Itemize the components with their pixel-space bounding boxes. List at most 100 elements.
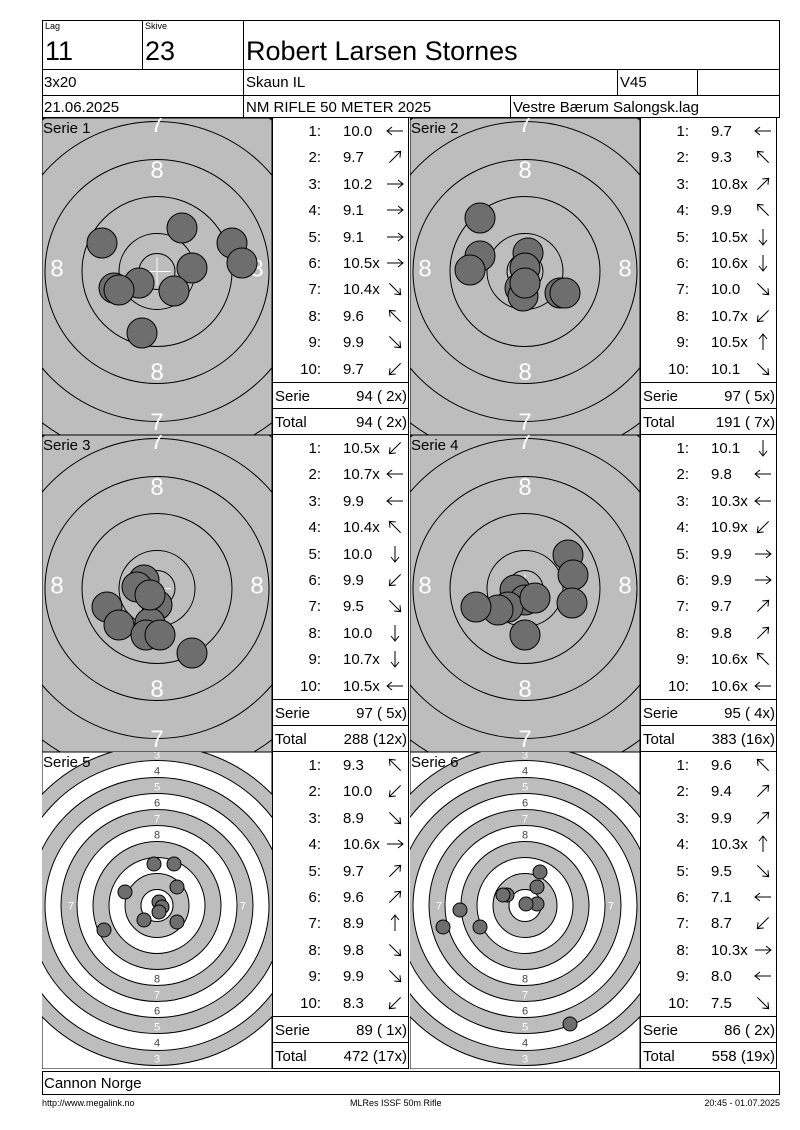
serie-label: Serie — [643, 1022, 679, 1039]
shot-direction-arrow-icon — [388, 309, 402, 322]
total-label: Total — [275, 414, 307, 431]
host-club: Vestre Bærum Salongsk.lag — [513, 99, 699, 116]
serie-title: Serie 5 — [43, 754, 91, 771]
shot-score: 8.9 — [343, 809, 364, 827]
shot-hole — [169, 914, 185, 930]
shot-hole — [532, 864, 548, 880]
ring-number: 5 — [154, 782, 160, 794]
shot-hole — [454, 254, 486, 286]
serie-title: Serie 4 — [411, 437, 459, 454]
total-sum-row: Total 191 ( 7x) — [641, 408, 777, 435]
shot-number: 8: — [676, 941, 689, 959]
shot-row: 7: 8.9 — [273, 910, 409, 936]
ring-number: 7 — [150, 726, 163, 752]
shot-number: 9: — [676, 968, 689, 986]
ring-number: 4 — [522, 766, 528, 778]
shot-direction-arrow-icon — [756, 521, 770, 534]
shot-direction-arrow-icon — [388, 441, 402, 455]
shot-score: 10.0 — [343, 783, 373, 801]
shot-direction-arrow-icon — [388, 283, 402, 296]
shot-row: 1: 9.6 — [641, 752, 777, 778]
shot-direction-arrow-icon — [390, 545, 400, 563]
ring-number: 8 — [522, 830, 528, 842]
shot-number: 3: — [308, 175, 321, 193]
ring-number: 7 — [518, 118, 531, 138]
ring-number: 8 — [154, 974, 160, 986]
ring-number: 8 — [522, 974, 528, 986]
shot-direction-arrow-icon — [756, 203, 770, 217]
shot-score: 10.3x — [711, 836, 748, 854]
skive-value: 23 — [145, 36, 176, 66]
shot-number: 3: — [308, 809, 321, 827]
shot-number: 3: — [676, 175, 689, 193]
footer-timestamp: 20:45 - 01.07.2025 — [704, 1098, 780, 1108]
shot-score: 9.8 — [343, 941, 364, 959]
shot-hole — [134, 579, 166, 611]
shot-score: 9.8 — [711, 466, 732, 484]
shot-direction-arrow-icon — [758, 228, 768, 246]
shot-direction-arrow-icon — [388, 943, 402, 957]
shot-direction-arrow-icon — [758, 333, 768, 351]
shot-direction-arrow-icon — [388, 811, 402, 825]
total-label: Total — [275, 1048, 307, 1065]
target-face: 33445555666677778888 — [410, 752, 640, 1069]
shot-list: 1: 9.6 2: 9.4 3: 9.9 4: 10.3x 5: 9.5 6: 7.1 7: 8.7 8: 1… — [640, 752, 777, 1069]
shot-row: 9: 8.0 — [641, 963, 777, 989]
target-face: 7 8 8 8 8 7 — [410, 118, 640, 435]
ring-number: 8 — [518, 157, 531, 184]
shot-score: 10.0 — [711, 281, 741, 299]
header-divider — [510, 95, 511, 118]
header-divider — [142, 20, 143, 70]
shot-number: 10: — [668, 677, 689, 695]
serie-sum-row: Serie 86 ( 2x) — [641, 1016, 777, 1043]
shot-row: 8: 10.0 — [273, 620, 409, 646]
footer-url[interactable]: http://www.megalink.no — [42, 1098, 135, 1108]
shot-score: 10.6x — [711, 677, 748, 695]
shot-number: 1: — [308, 440, 321, 457]
shot-direction-arrow-icon — [754, 470, 771, 479]
shot-number: 7: — [676, 281, 689, 299]
shot-number: 2: — [676, 783, 689, 801]
total-label: Total — [643, 731, 675, 748]
ring-number: 7 — [522, 990, 528, 1002]
shot-row: 10: 8.3 — [273, 990, 409, 1016]
shot-direction-arrow-icon — [386, 470, 403, 479]
shot-row: 2: 9.7 — [273, 144, 409, 170]
shot-row: 8: 10.3x — [641, 937, 777, 963]
shot-row: 8: 9.6 — [273, 303, 409, 329]
shot-number: 9: — [676, 651, 689, 669]
shot-number: 3: — [676, 809, 689, 827]
shot-direction-arrow-icon — [756, 177, 770, 190]
shot-score: 10.5x — [343, 677, 380, 695]
shot-number: 1: — [676, 757, 689, 774]
ring-number: 8 — [618, 573, 631, 600]
ring-number: 4 — [154, 1038, 160, 1050]
total-label: Total — [643, 1048, 675, 1065]
serie-sum-row: Serie 94 ( 2x) — [273, 382, 409, 409]
ring-number: 8 — [84, 901, 90, 913]
ring-number: 7 — [150, 435, 163, 455]
shot-direction-arrow-icon — [756, 996, 770, 1009]
shot-number: 2: — [308, 783, 321, 801]
total-sum-value: 288 (12x) — [343, 731, 407, 748]
shot-row: 2: 10.7x — [273, 461, 409, 487]
shot-row: 7: 8.7 — [641, 910, 777, 936]
ring-number: 8 — [150, 157, 163, 184]
serie-sum-row: Serie 97 ( 5x) — [273, 699, 409, 726]
shot-score: 9.5 — [343, 598, 364, 616]
shot-number: 9: — [308, 968, 321, 986]
serie-sum-value: 94 ( 2x) — [356, 388, 407, 405]
shot-direction-arrow-icon — [387, 205, 404, 215]
shot-direction-arrow-icon — [388, 520, 402, 534]
shot-number: 6: — [676, 572, 689, 589]
shooter-class: V45 — [620, 74, 647, 91]
serie-sum-value: 89 ( 1x) — [356, 1022, 407, 1039]
shot-number: 9: — [308, 651, 321, 669]
shot-row: 6: 10.5x — [273, 250, 409, 276]
shot-direction-arrow-icon — [755, 575, 772, 585]
shot-hole — [158, 275, 190, 307]
shot-row: 9: 10.7x — [273, 646, 409, 672]
shot-number: 8: — [676, 307, 689, 325]
ring-number: 6 — [522, 1006, 528, 1018]
ring-number: 5 — [522, 1022, 528, 1034]
